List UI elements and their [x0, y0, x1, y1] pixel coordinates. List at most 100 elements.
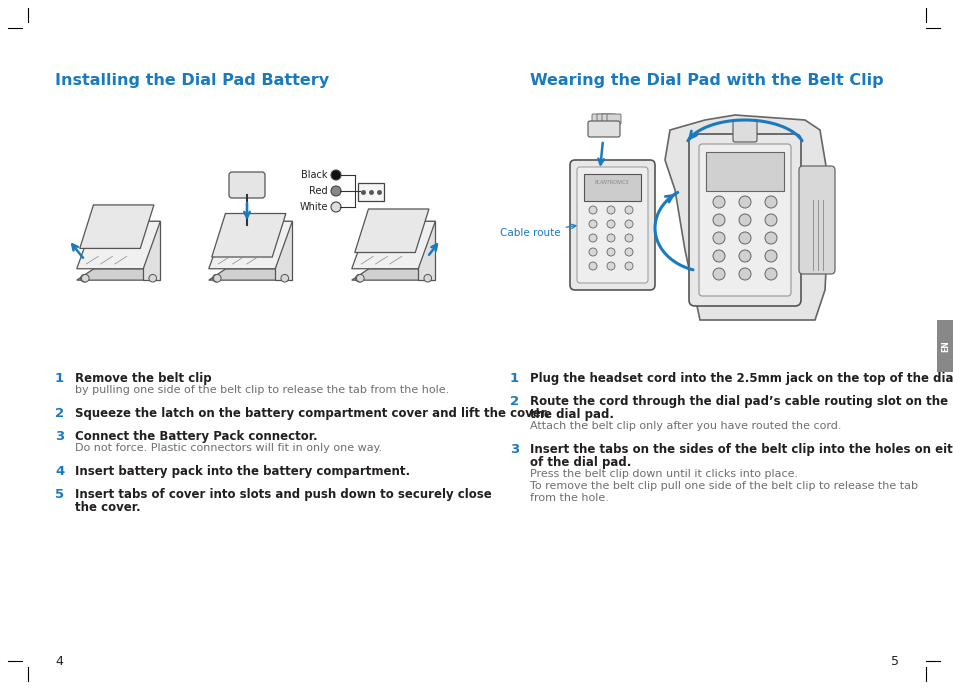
Text: 1: 1 [55, 372, 64, 385]
Circle shape [80, 274, 88, 282]
Circle shape [355, 274, 363, 282]
Polygon shape [275, 221, 292, 280]
Circle shape [739, 232, 750, 244]
Circle shape [588, 206, 597, 214]
FancyBboxPatch shape [569, 160, 655, 290]
Polygon shape [76, 221, 160, 269]
Circle shape [712, 268, 724, 280]
FancyBboxPatch shape [592, 114, 605, 124]
Text: 5: 5 [55, 488, 64, 501]
FancyBboxPatch shape [583, 174, 640, 201]
Text: Route the cord through the dial pad’s cable routing slot on the back of: Route the cord through the dial pad’s ca… [530, 395, 953, 408]
Circle shape [606, 206, 615, 214]
FancyBboxPatch shape [357, 183, 384, 201]
Circle shape [739, 250, 750, 262]
Text: Attach the belt clip only after you have routed the cord.: Attach the belt clip only after you have… [530, 421, 841, 431]
Text: Remove the belt clip: Remove the belt clip [75, 372, 212, 385]
Text: Insert battery pack into the battery compartment.: Insert battery pack into the battery com… [75, 465, 410, 478]
Circle shape [81, 274, 89, 282]
FancyBboxPatch shape [587, 121, 619, 137]
Bar [936, 320, 953, 372]
Text: of the dial pad.: of the dial pad. [530, 456, 631, 469]
Text: Plug the headset cord into the 2.5mm jack on the top of the dial pad.: Plug the headset cord into the 2.5mm jac… [530, 372, 953, 385]
Circle shape [739, 268, 750, 280]
Circle shape [588, 220, 597, 228]
Circle shape [624, 206, 633, 214]
Text: by pulling one side of the belt clip to release the tab from the hole.: by pulling one side of the belt clip to … [75, 385, 449, 395]
Circle shape [764, 232, 776, 244]
FancyBboxPatch shape [601, 114, 616, 124]
Circle shape [624, 234, 633, 242]
Circle shape [712, 232, 724, 244]
Circle shape [712, 250, 724, 262]
Circle shape [213, 274, 220, 282]
Circle shape [624, 220, 633, 228]
Circle shape [739, 196, 750, 208]
Text: the cover.: the cover. [75, 501, 140, 514]
Polygon shape [352, 269, 435, 280]
Text: To remove the belt clip pull one side of the belt clip to release the tab: To remove the belt clip pull one side of… [530, 481, 917, 491]
Text: 5: 5 [890, 655, 898, 668]
Circle shape [606, 234, 615, 242]
Text: 1: 1 [510, 372, 518, 385]
Circle shape [624, 248, 633, 256]
Polygon shape [209, 221, 292, 269]
Text: EN: EN [940, 340, 949, 352]
Text: 2: 2 [510, 395, 518, 408]
FancyBboxPatch shape [577, 167, 647, 283]
Text: Insert the tabs on the sides of the belt clip into the holes on either side: Insert the tabs on the sides of the belt… [530, 443, 953, 456]
FancyBboxPatch shape [705, 152, 783, 191]
Circle shape [712, 214, 724, 226]
Text: Black: Black [301, 170, 328, 180]
Polygon shape [212, 214, 286, 257]
Text: from the hole.: from the hole. [530, 493, 608, 503]
Text: 2: 2 [55, 407, 64, 420]
Circle shape [331, 202, 340, 212]
FancyBboxPatch shape [229, 172, 265, 198]
Text: Wearing the Dial Pad with the Belt Clip: Wearing the Dial Pad with the Belt Clip [530, 73, 882, 88]
Polygon shape [76, 269, 160, 280]
Polygon shape [417, 221, 435, 280]
Circle shape [624, 262, 633, 270]
Circle shape [606, 220, 615, 228]
Text: White: White [299, 202, 328, 212]
Text: 4: 4 [55, 465, 64, 478]
Polygon shape [355, 209, 429, 252]
FancyBboxPatch shape [699, 144, 790, 296]
Polygon shape [80, 205, 153, 249]
Circle shape [213, 274, 221, 282]
FancyBboxPatch shape [688, 134, 801, 306]
FancyBboxPatch shape [597, 114, 610, 124]
Circle shape [764, 196, 776, 208]
FancyBboxPatch shape [732, 120, 757, 142]
Text: 4: 4 [55, 655, 63, 668]
Circle shape [739, 214, 750, 226]
Polygon shape [143, 221, 160, 280]
Text: Installing the Dial Pad Battery: Installing the Dial Pad Battery [55, 73, 329, 88]
Text: 3: 3 [510, 443, 518, 456]
Circle shape [764, 214, 776, 226]
Circle shape [712, 196, 724, 208]
Circle shape [588, 234, 597, 242]
Circle shape [764, 268, 776, 280]
Text: the dial pad.: the dial pad. [530, 408, 614, 421]
FancyBboxPatch shape [799, 166, 834, 274]
Text: 3: 3 [55, 430, 64, 443]
Text: Do not force. Plastic connectors will fit in only one way.: Do not force. Plastic connectors will fi… [75, 443, 382, 453]
Text: Connect the Battery Pack connector.: Connect the Battery Pack connector. [75, 430, 317, 443]
Text: PLANTRONICS: PLANTRONICS [595, 181, 629, 185]
Circle shape [356, 274, 364, 282]
Circle shape [331, 186, 340, 196]
Text: Squeeze the latch on the battery compartment cover and lift the cover.: Squeeze the latch on the battery compart… [75, 407, 549, 420]
Circle shape [764, 250, 776, 262]
FancyBboxPatch shape [606, 114, 620, 124]
Text: Cable route: Cable route [499, 224, 576, 238]
Text: Insert tabs of cover into slots and push down to securely close: Insert tabs of cover into slots and push… [75, 488, 491, 501]
Polygon shape [352, 221, 435, 269]
Text: Press the belt clip down until it clicks into place.: Press the belt clip down until it clicks… [530, 469, 798, 479]
Circle shape [606, 262, 615, 270]
Polygon shape [664, 115, 829, 320]
Circle shape [588, 262, 597, 270]
Circle shape [606, 248, 615, 256]
Circle shape [280, 274, 288, 282]
